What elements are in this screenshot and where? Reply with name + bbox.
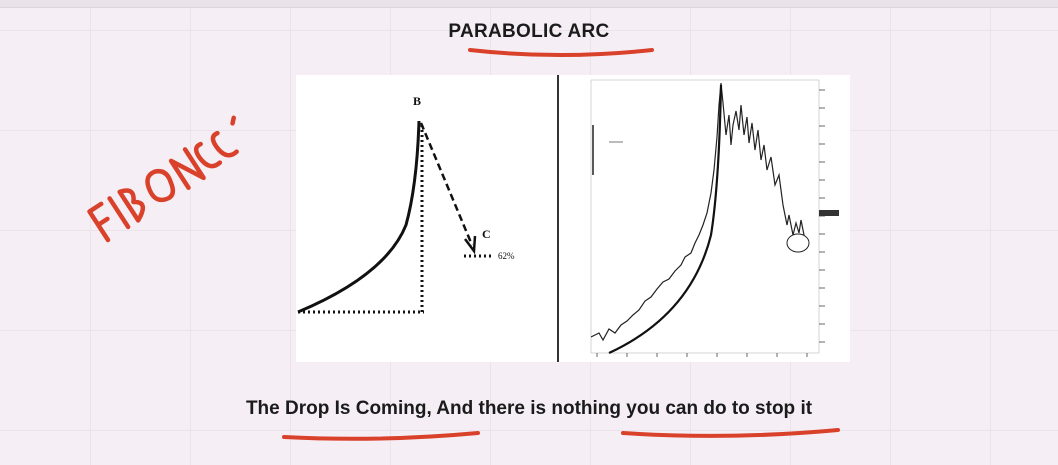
fibonacci-scribble [87, 115, 239, 243]
retracement-label: 62% [498, 251, 515, 261]
point-c-label: C [482, 227, 491, 241]
slide-caption: The Drop Is Coming, And there is nothing… [245, 398, 813, 419]
parabolic-arc-diagram: B C 62% [296, 75, 557, 362]
point-b-label: B [413, 94, 421, 108]
caption-underline-2 [621, 428, 840, 438]
price-chart-svg [590, 79, 839, 357]
bottom-axis-ticks [596, 353, 808, 357]
title-underline [468, 48, 654, 57]
drop-dashed-arrow [419, 122, 474, 246]
price-line [590, 82, 805, 342]
fitted-parabola [608, 84, 723, 354]
top-bar [0, 0, 1058, 8]
parabolic-curve [297, 120, 421, 314]
panel-divider [557, 75, 561, 362]
arc-diagram-svg: B C 62% [297, 94, 515, 314]
price-chart-scan [561, 75, 850, 362]
slide-title: PARABOLIC ARC [448, 21, 610, 42]
caption-underline-1 [282, 431, 480, 441]
arrow-head [464, 235, 477, 255]
low-circle [786, 233, 810, 253]
